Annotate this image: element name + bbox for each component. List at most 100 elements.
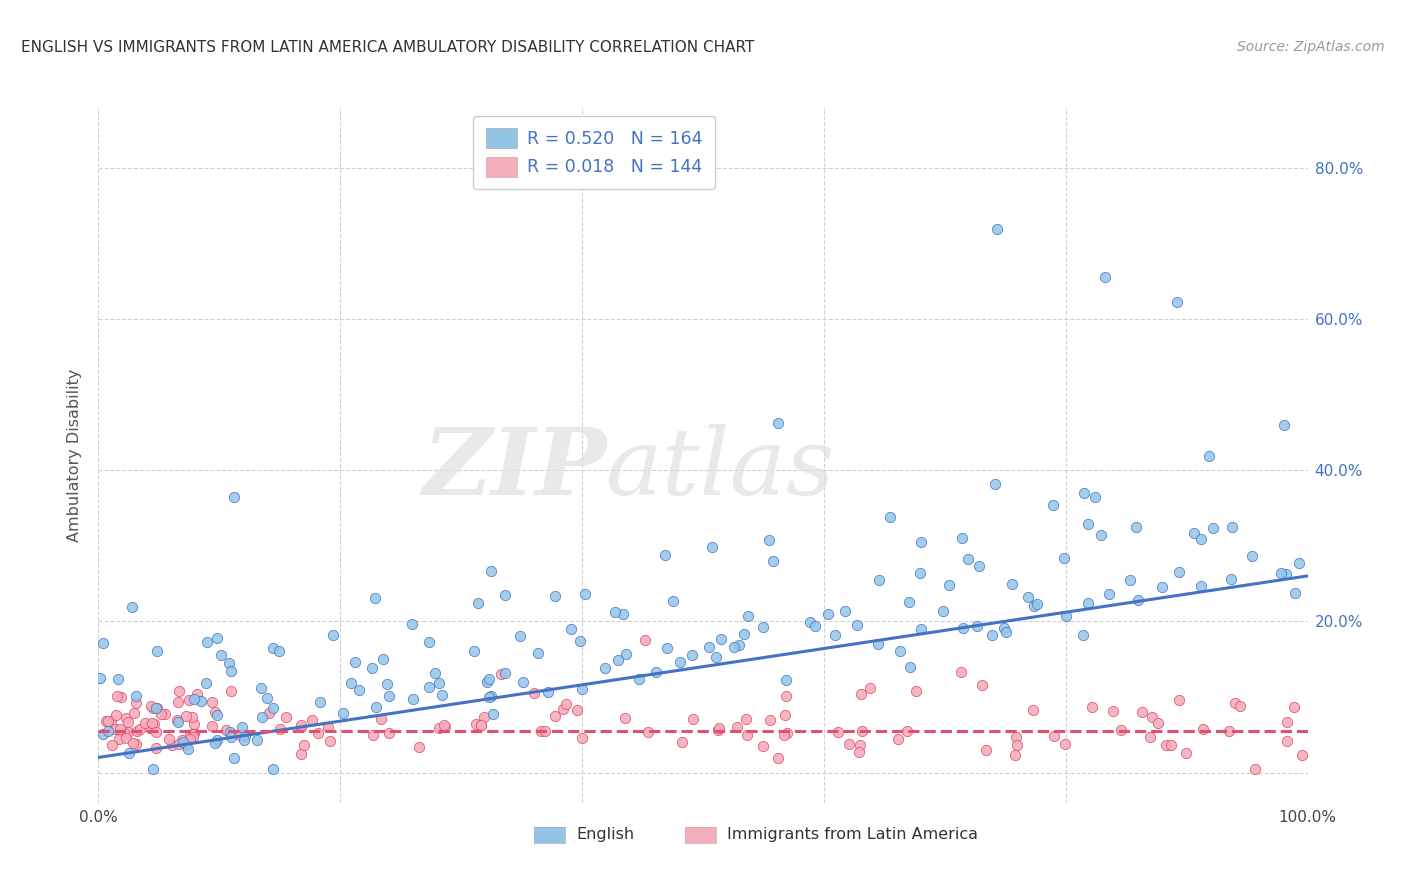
- Point: [183, 717, 205, 731]
- Point: [112, 725, 135, 739]
- Point: [1167, 565, 1189, 579]
- Point: [1146, 716, 1168, 731]
- Point: [262, 641, 284, 656]
- Point: [1077, 517, 1099, 532]
- Point: [205, 631, 228, 645]
- Point: [378, 689, 401, 703]
- Point: [1275, 715, 1298, 730]
- Point: [655, 641, 678, 656]
- Point: [1140, 710, 1163, 724]
- Point: [827, 725, 849, 739]
- Point: [224, 491, 246, 505]
- Point: [879, 509, 901, 524]
- Point: [370, 713, 392, 727]
- Point: [489, 666, 512, 681]
- Point: [682, 712, 704, 726]
- Point: [339, 676, 361, 690]
- Point: [1042, 498, 1064, 512]
- Point: [1098, 587, 1121, 601]
- Point: [129, 722, 152, 736]
- Point: [1191, 723, 1213, 737]
- Point: [896, 723, 918, 738]
- Point: [804, 618, 827, 632]
- Point: [1275, 566, 1298, 581]
- Point: [470, 717, 492, 731]
- Point: [734, 712, 756, 726]
- Point: [478, 690, 501, 704]
- Point: [614, 710, 637, 724]
- Point: [889, 644, 911, 658]
- Point: [344, 655, 367, 669]
- Point: [1218, 724, 1240, 739]
- Point: [204, 736, 226, 750]
- Point: [200, 695, 222, 709]
- Point: [179, 731, 201, 746]
- Point: [1073, 486, 1095, 500]
- Point: [952, 621, 974, 635]
- Point: [932, 604, 955, 618]
- Point: [1084, 490, 1107, 504]
- Point: [307, 725, 329, 739]
- Point: [167, 714, 190, 729]
- Point: [775, 673, 797, 687]
- Point: [141, 716, 163, 731]
- Point: [728, 638, 751, 652]
- Point: [117, 714, 139, 729]
- Point: [1291, 748, 1313, 763]
- Point: [100, 714, 122, 728]
- Point: [759, 713, 782, 727]
- Point: [429, 676, 451, 690]
- Point: [908, 566, 931, 581]
- Point: [1043, 729, 1066, 743]
- Point: [898, 660, 921, 674]
- Text: Immigrants from Latin America: Immigrants from Latin America: [727, 828, 979, 842]
- Point: [983, 476, 1005, 491]
- Point: [110, 722, 132, 736]
- Point: [565, 703, 588, 717]
- Point: [107, 673, 129, 687]
- Point: [138, 721, 160, 735]
- Point: [775, 689, 797, 703]
- Y-axis label: Ambulatory Disability: Ambulatory Disability: [67, 368, 83, 541]
- Point: [938, 577, 960, 591]
- Point: [91, 635, 114, 649]
- Point: [142, 762, 165, 776]
- Point: [1021, 702, 1043, 716]
- Point: [274, 710, 297, 724]
- Point: [377, 726, 399, 740]
- Point: [1277, 734, 1299, 748]
- Point: [122, 736, 145, 750]
- Point: [849, 739, 872, 753]
- Point: [1026, 597, 1049, 611]
- Point: [849, 687, 872, 701]
- Point: [219, 665, 242, 679]
- Point: [1229, 699, 1251, 714]
- Point: [472, 709, 495, 723]
- Point: [868, 573, 890, 587]
- Point: [700, 541, 723, 555]
- Point: [425, 665, 447, 680]
- Point: [204, 705, 226, 719]
- Point: [526, 646, 548, 660]
- Text: English: English: [576, 828, 634, 842]
- Point: [215, 723, 238, 738]
- Point: [219, 683, 242, 698]
- Point: [479, 564, 502, 578]
- Point: [319, 734, 342, 748]
- Point: [905, 684, 928, 698]
- Point: [661, 594, 683, 608]
- Text: Source: ZipAtlas.com: Source: ZipAtlas.com: [1237, 40, 1385, 54]
- Point: [105, 707, 128, 722]
- Point: [607, 653, 630, 667]
- Point: [408, 740, 430, 755]
- Point: [141, 698, 163, 713]
- Point: [571, 731, 593, 745]
- Point: [1284, 700, 1306, 714]
- Point: [735, 728, 758, 742]
- Point: [1272, 417, 1295, 432]
- Point: [463, 643, 485, 657]
- Point: [1182, 525, 1205, 540]
- Point: [848, 745, 870, 759]
- Point: [1166, 295, 1188, 310]
- Point: [1022, 599, 1045, 613]
